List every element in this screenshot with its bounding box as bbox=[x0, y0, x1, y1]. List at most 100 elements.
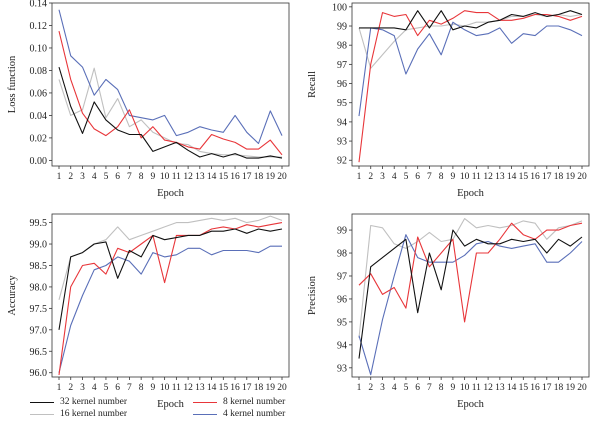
x-tick-label: 20 bbox=[277, 383, 287, 393]
y-axis-label: Accuracy bbox=[7, 275, 18, 316]
x-tick-label: 10 bbox=[160, 383, 170, 393]
y-tick-label: 94 bbox=[337, 117, 347, 128]
series-line-4-kernel-number bbox=[58, 9, 283, 145]
x-tick-label: 15 bbox=[519, 383, 529, 393]
y-tick-label: 93 bbox=[337, 137, 347, 148]
x-tick-label: 18 bbox=[554, 172, 564, 182]
accuracy-chart: 96.096.597.097.598.098.599.099.51 2 3 4 5 6 7 8… bbox=[7, 213, 290, 410]
x-tick-label: 2 bbox=[368, 172, 373, 182]
series-line-4-kernel-number bbox=[358, 21, 583, 117]
series-line-16-kernel-number bbox=[358, 13, 583, 69]
x-tick-label: 13 bbox=[495, 383, 505, 393]
x-tick-label: 5 bbox=[104, 383, 109, 393]
y-tick-label: 96.5 bbox=[30, 347, 48, 358]
x-tick-label: 18 bbox=[254, 172, 264, 182]
legend-label: 32 kernel number bbox=[60, 397, 128, 407]
x-tick-label: 8 bbox=[439, 383, 444, 393]
x-tick-label: 5 bbox=[104, 172, 109, 182]
x-tick-label: 2 bbox=[68, 383, 73, 393]
y-tick-label: 98 bbox=[337, 41, 347, 52]
y-tick-label: 100 bbox=[332, 2, 347, 13]
x-tick-label: 16 bbox=[230, 383, 240, 393]
x-tick-label: 11 bbox=[472, 172, 481, 182]
x-tick-label: 14 bbox=[507, 383, 517, 393]
x-tick-label: 9 bbox=[451, 172, 456, 182]
plot-frame bbox=[351, 213, 590, 378]
x-tick-label: 6 bbox=[415, 383, 420, 393]
x-axis-label: Epoch bbox=[457, 399, 485, 410]
x-tick-label: 4 bbox=[92, 383, 97, 393]
x-tick-label: 14 bbox=[507, 172, 517, 182]
x-tick-label: 11 bbox=[172, 172, 181, 182]
x-tick-label: 12 bbox=[483, 172, 493, 182]
x-tick-label: 6 bbox=[115, 172, 120, 182]
y-tick-label: 97.5 bbox=[30, 304, 48, 315]
plot-frame bbox=[351, 2, 590, 167]
x-tick-label: 20 bbox=[577, 172, 587, 182]
y-tick-label: 97.0 bbox=[30, 325, 48, 336]
series-line-16-kernel-number bbox=[58, 67, 282, 158]
x-tick-label: 9 bbox=[151, 383, 156, 393]
x-tick-label: 18 bbox=[254, 383, 264, 393]
y-tick-label: 93 bbox=[337, 363, 347, 374]
x-tick-label: 18 bbox=[554, 383, 564, 393]
x-tick-label: 6 bbox=[115, 383, 120, 393]
y-tick-label: 0.12 bbox=[30, 21, 48, 32]
legend-swatch bbox=[30, 413, 54, 415]
x-tick-label: 11 bbox=[472, 383, 481, 393]
x-tick-label: 1 bbox=[57, 383, 62, 393]
y-tick-label: 92 bbox=[337, 156, 347, 167]
x-tick-label: 3 bbox=[380, 383, 385, 393]
x-tick-label: 7 bbox=[127, 172, 132, 182]
x-tick-label: 1 bbox=[357, 172, 362, 182]
x-tick-label: 14 bbox=[207, 172, 217, 182]
x-tick-label: 15 bbox=[219, 383, 229, 393]
x-tick-label: 13 bbox=[195, 383, 205, 393]
plot-frame bbox=[51, 213, 290, 378]
y-tick-label: 0.04 bbox=[30, 111, 48, 122]
y-tick-label: 99.0 bbox=[30, 240, 48, 251]
x-axis-label: Epoch bbox=[157, 188, 185, 199]
series-line-8-kernel-number bbox=[58, 222, 283, 375]
y-tick-label: 98.5 bbox=[30, 261, 48, 272]
y-tick-label: 0.00 bbox=[30, 156, 48, 167]
x-tick-label: 19 bbox=[266, 172, 276, 182]
x-tick-label: 2 bbox=[368, 383, 373, 393]
x-tick-label: 2 bbox=[68, 172, 73, 182]
x-tick-label: 10 bbox=[160, 172, 170, 182]
x-tick-label: 10 bbox=[460, 383, 470, 393]
y-tick-label: 99 bbox=[337, 226, 347, 237]
x-axis-label: Epoch bbox=[457, 188, 485, 199]
x-tick-label: 5 bbox=[404, 383, 409, 393]
x-tick-label: 7 bbox=[427, 172, 432, 182]
y-tick-label: 96.0 bbox=[30, 368, 48, 379]
x-tick-label: 3 bbox=[380, 172, 385, 182]
y-tick-label: 95 bbox=[337, 317, 347, 328]
y-tick-label: 99.5 bbox=[30, 218, 48, 229]
series-line-32-kernel-number bbox=[358, 229, 583, 359]
legend-label: 4 kernel number bbox=[223, 409, 286, 419]
legend-label: 8 kernel number bbox=[223, 397, 286, 407]
series-line-4-kernel-number bbox=[358, 234, 583, 376]
y-tick-label: 98 bbox=[337, 249, 347, 260]
series-line-8-kernel-number bbox=[358, 10, 583, 163]
x-tick-label: 4 bbox=[392, 172, 397, 182]
x-tick-label: 17 bbox=[242, 383, 252, 393]
x-tick-label: 8 bbox=[139, 383, 144, 393]
x-axis-label: Epoch bbox=[157, 399, 185, 410]
y-tick-label: 97 bbox=[337, 271, 347, 282]
x-tick-label: 20 bbox=[277, 172, 287, 182]
x-tick-label: 17 bbox=[242, 172, 252, 182]
x-tick-label: 4 bbox=[92, 172, 97, 182]
y-axis-label: Loss function bbox=[7, 55, 18, 113]
y-tick-label: 96 bbox=[337, 79, 347, 90]
y-tick-label: 96 bbox=[337, 294, 347, 305]
x-tick-label: 3 bbox=[80, 383, 85, 393]
x-tick-label: 16 bbox=[530, 383, 540, 393]
legend-item-8-kernel: 8 kernel number bbox=[193, 397, 285, 407]
plot-frame bbox=[51, 2, 290, 167]
series-line-32-kernel-number bbox=[58, 66, 283, 159]
x-tick-label: 11 bbox=[172, 383, 181, 393]
x-tick-label: 1 bbox=[57, 172, 62, 182]
y-tick-label: 0.14 bbox=[30, 0, 48, 10]
